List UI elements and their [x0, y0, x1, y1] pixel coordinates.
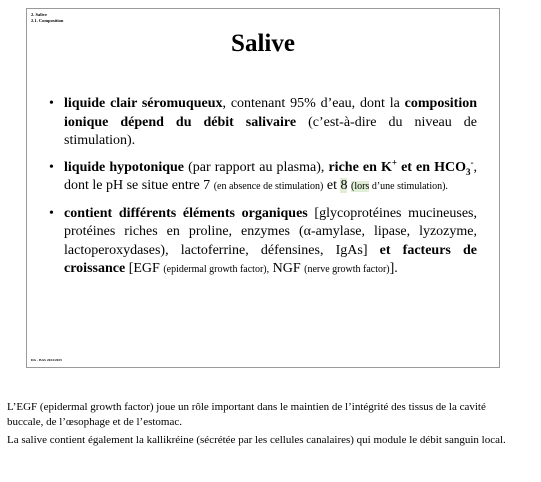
notes-paragraph-kallikrein: La salive contient également la kallikré… [7, 434, 506, 446]
bullet2-highlight-2: (lors [350, 181, 370, 192]
bullet3-text-3: NGF [269, 261, 305, 276]
bullet3-text-2: [EGF [125, 261, 164, 276]
breadcrumb-subsection: 2.1. Composition [31, 18, 64, 23]
speaker-notes: L’EGF (epidermal growth factor) joue un … [7, 400, 517, 451]
bullet2-bicarbonate: et en HCO [397, 159, 467, 175]
breadcrumb-section: 2. Salive [31, 12, 48, 17]
bullet1-bold-1: liquide clair séromuqueux [64, 96, 223, 111]
bullet2-bold-1: liquide hypotonique [64, 159, 185, 175]
bullet3-text-4: ]. [389, 261, 398, 276]
bullet-icon: • [49, 159, 54, 175]
bullet2-bicarbonate-sub: 3 [466, 166, 471, 177]
bullet-icon: • [49, 205, 54, 221]
bullet-item-hypotonic: • liquide hypotonique (par rapport au pl… [49, 156, 478, 197]
bullet2-text-1: (par rapport au plasma), [184, 159, 329, 175]
bullet3-text-1: [glycoprotéines mucineuses, protéines ri… [64, 205, 478, 258]
bullet3-small-2: (nerve growth factor) [304, 264, 390, 275]
bullet-item-organic: • contient différents éléments organique… [49, 205, 477, 280]
bullet2-text-3: et [323, 178, 341, 193]
bullet1-bold-2: composition ionique dépend du débit sali… [64, 96, 477, 130]
bullet2-bold-2: riche en K+ et en HCO3- [328, 156, 474, 177]
bullet1-text-1: , contenant 95% d’eau, dont la [222, 96, 405, 111]
slide: 2. Salive 2.1. Composition Salive • liqu… [26, 8, 500, 368]
bullet3-small-1: (epidermal growth factor), [163, 264, 270, 275]
slide-title: Salive [231, 30, 295, 57]
bullet2-small-1: (en absence de stimulation) [213, 181, 324, 192]
bullet1-text-2: (c’est-à-dire du niveau de stimulation). [64, 114, 477, 149]
bullet2-text-2: , dont le pH se situe entre 7 [64, 159, 478, 194]
bullet2-bicarbonate-charge: - [470, 156, 474, 167]
bullet-item-composition: • liquide clair séromuqueux, contenant 9… [49, 95, 477, 151]
bullet-list: • liquide clair séromuqueux, contenant 9… [49, 95, 477, 288]
slide-footer: DG - BAS 2024/2025 [31, 358, 62, 362]
bullet3-bold-1: contient différents éléments organiques [64, 205, 308, 221]
bullet-icon: • [49, 96, 54, 111]
bullet2-highlight-1: 8 [340, 178, 348, 193]
bullet2-small-2: d’une stimulation). [369, 181, 448, 192]
bullet3-bold-2: et facteurs de croissance [64, 242, 478, 277]
bullet2-potassium: riche en K [328, 159, 392, 175]
notes-paragraph-egf: L’EGF (epidermal growth factor) joue un … [7, 401, 486, 428]
bullet2-potassium-charge: + [391, 156, 397, 167]
